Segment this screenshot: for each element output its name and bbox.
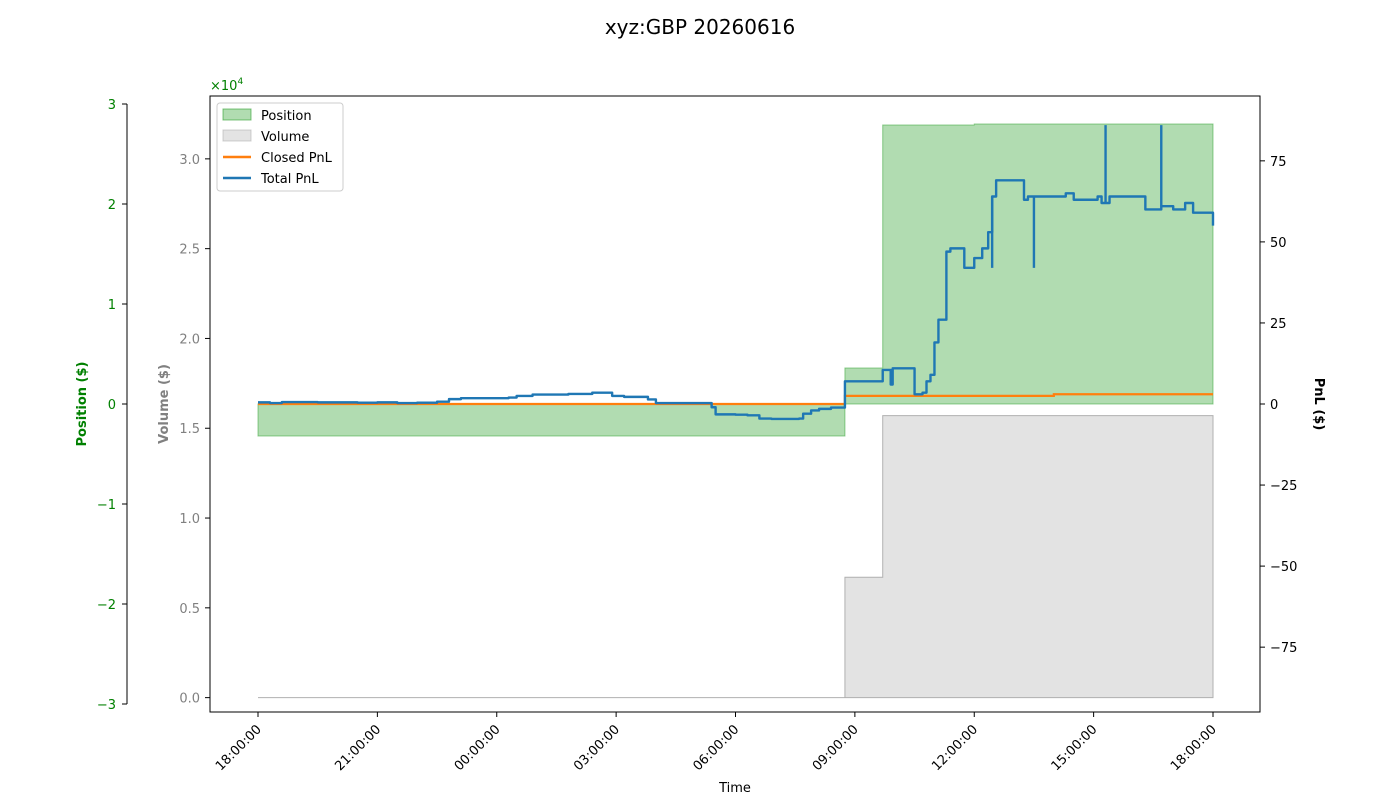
- x-tick-label: 21:00:00: [332, 722, 384, 774]
- volume-layer: [258, 415, 1214, 699]
- x-tick-label: 15:00:00: [1049, 722, 1101, 774]
- total-pnl-line: [258, 179, 1215, 421]
- x-tick-label: 09:00:00: [810, 722, 862, 774]
- volume-tick-label: 2.5: [179, 243, 200, 258]
- legend-swatch: [222, 108, 252, 121]
- pnl-axis-label: PnL ($): [1311, 378, 1326, 431]
- position-tick-label: 3: [108, 98, 116, 113]
- volume-tick-label: 0.5: [179, 602, 200, 617]
- position-tick-label: 0: [108, 398, 116, 413]
- pnl-tick-label: 0: [1270, 398, 1278, 413]
- legend-swatch: [222, 129, 252, 142]
- x-axis-label: Time: [718, 781, 751, 796]
- legend-entry-label: Position: [261, 109, 312, 124]
- position-tick-label: −1: [97, 498, 116, 513]
- volume-tick-label: 3.0: [179, 153, 200, 168]
- volume-axis-label: Volume ($): [157, 364, 172, 444]
- x-tick-label: 03:00:00: [571, 722, 623, 774]
- scale-label: ×104: [210, 77, 243, 94]
- x-tick-label: 12:00:00: [929, 722, 981, 774]
- pnl-tick-label: 75: [1270, 155, 1287, 170]
- pnl-axis: −75 −50 −25 0 25 50 75: [1259, 96, 1297, 712]
- volume-tick-label: 1.0: [179, 512, 200, 527]
- x-tick-label: 06:00:00: [690, 722, 742, 774]
- pnl-tick-label: −50: [1270, 560, 1297, 575]
- pnl-tick-label: 25: [1270, 317, 1287, 332]
- time-axis: 18:00:00 21:00:00 00:00:00 03:00:00 06:00:00…: [213, 712, 1220, 774]
- x-tick-label: 18:00:00: [1168, 722, 1220, 774]
- volume-tick-label: 0.0: [179, 692, 200, 707]
- position-axis-label: Position ($): [75, 362, 90, 447]
- position-tick-label: 2: [108, 198, 116, 213]
- position-tick-label: −3: [97, 698, 116, 713]
- volume-axis: 0.0 0.5 1.0 1.5 2.0 2.5 3.0: [179, 96, 211, 712]
- pnl-lines-layer: [258, 125, 1215, 421]
- closed-pnl-line: [258, 393, 1213, 406]
- position-tick-label: 1: [108, 298, 116, 313]
- legend-box: [216, 102, 344, 192]
- legend: Position Volume Closed PnL Total PnL: [216, 102, 344, 192]
- legend-entry-label: Volume: [261, 130, 309, 145]
- x-tick-label: 00:00:00: [452, 722, 504, 774]
- volume-tick-label: 1.5: [179, 422, 200, 437]
- pnl-tick-label: −75: [1270, 641, 1297, 656]
- legend-entry-label: Closed PnL: [261, 151, 333, 166]
- pnl-tick-label: 50: [1270, 236, 1287, 251]
- volume-tick-label: 2.0: [179, 332, 200, 347]
- pnl-tick-label: −25: [1270, 479, 1297, 494]
- position-axis: −3 −2 −1 0 1 2 3: [97, 98, 128, 713]
- chart-title: xyz:GBP 20260616: [605, 15, 795, 39]
- position-tick-label: −2: [97, 598, 116, 613]
- x-tick-label: 18:00:00: [213, 722, 265, 774]
- volume-area: [258, 415, 1214, 699]
- legend-entry-label: Total PnL: [260, 172, 319, 187]
